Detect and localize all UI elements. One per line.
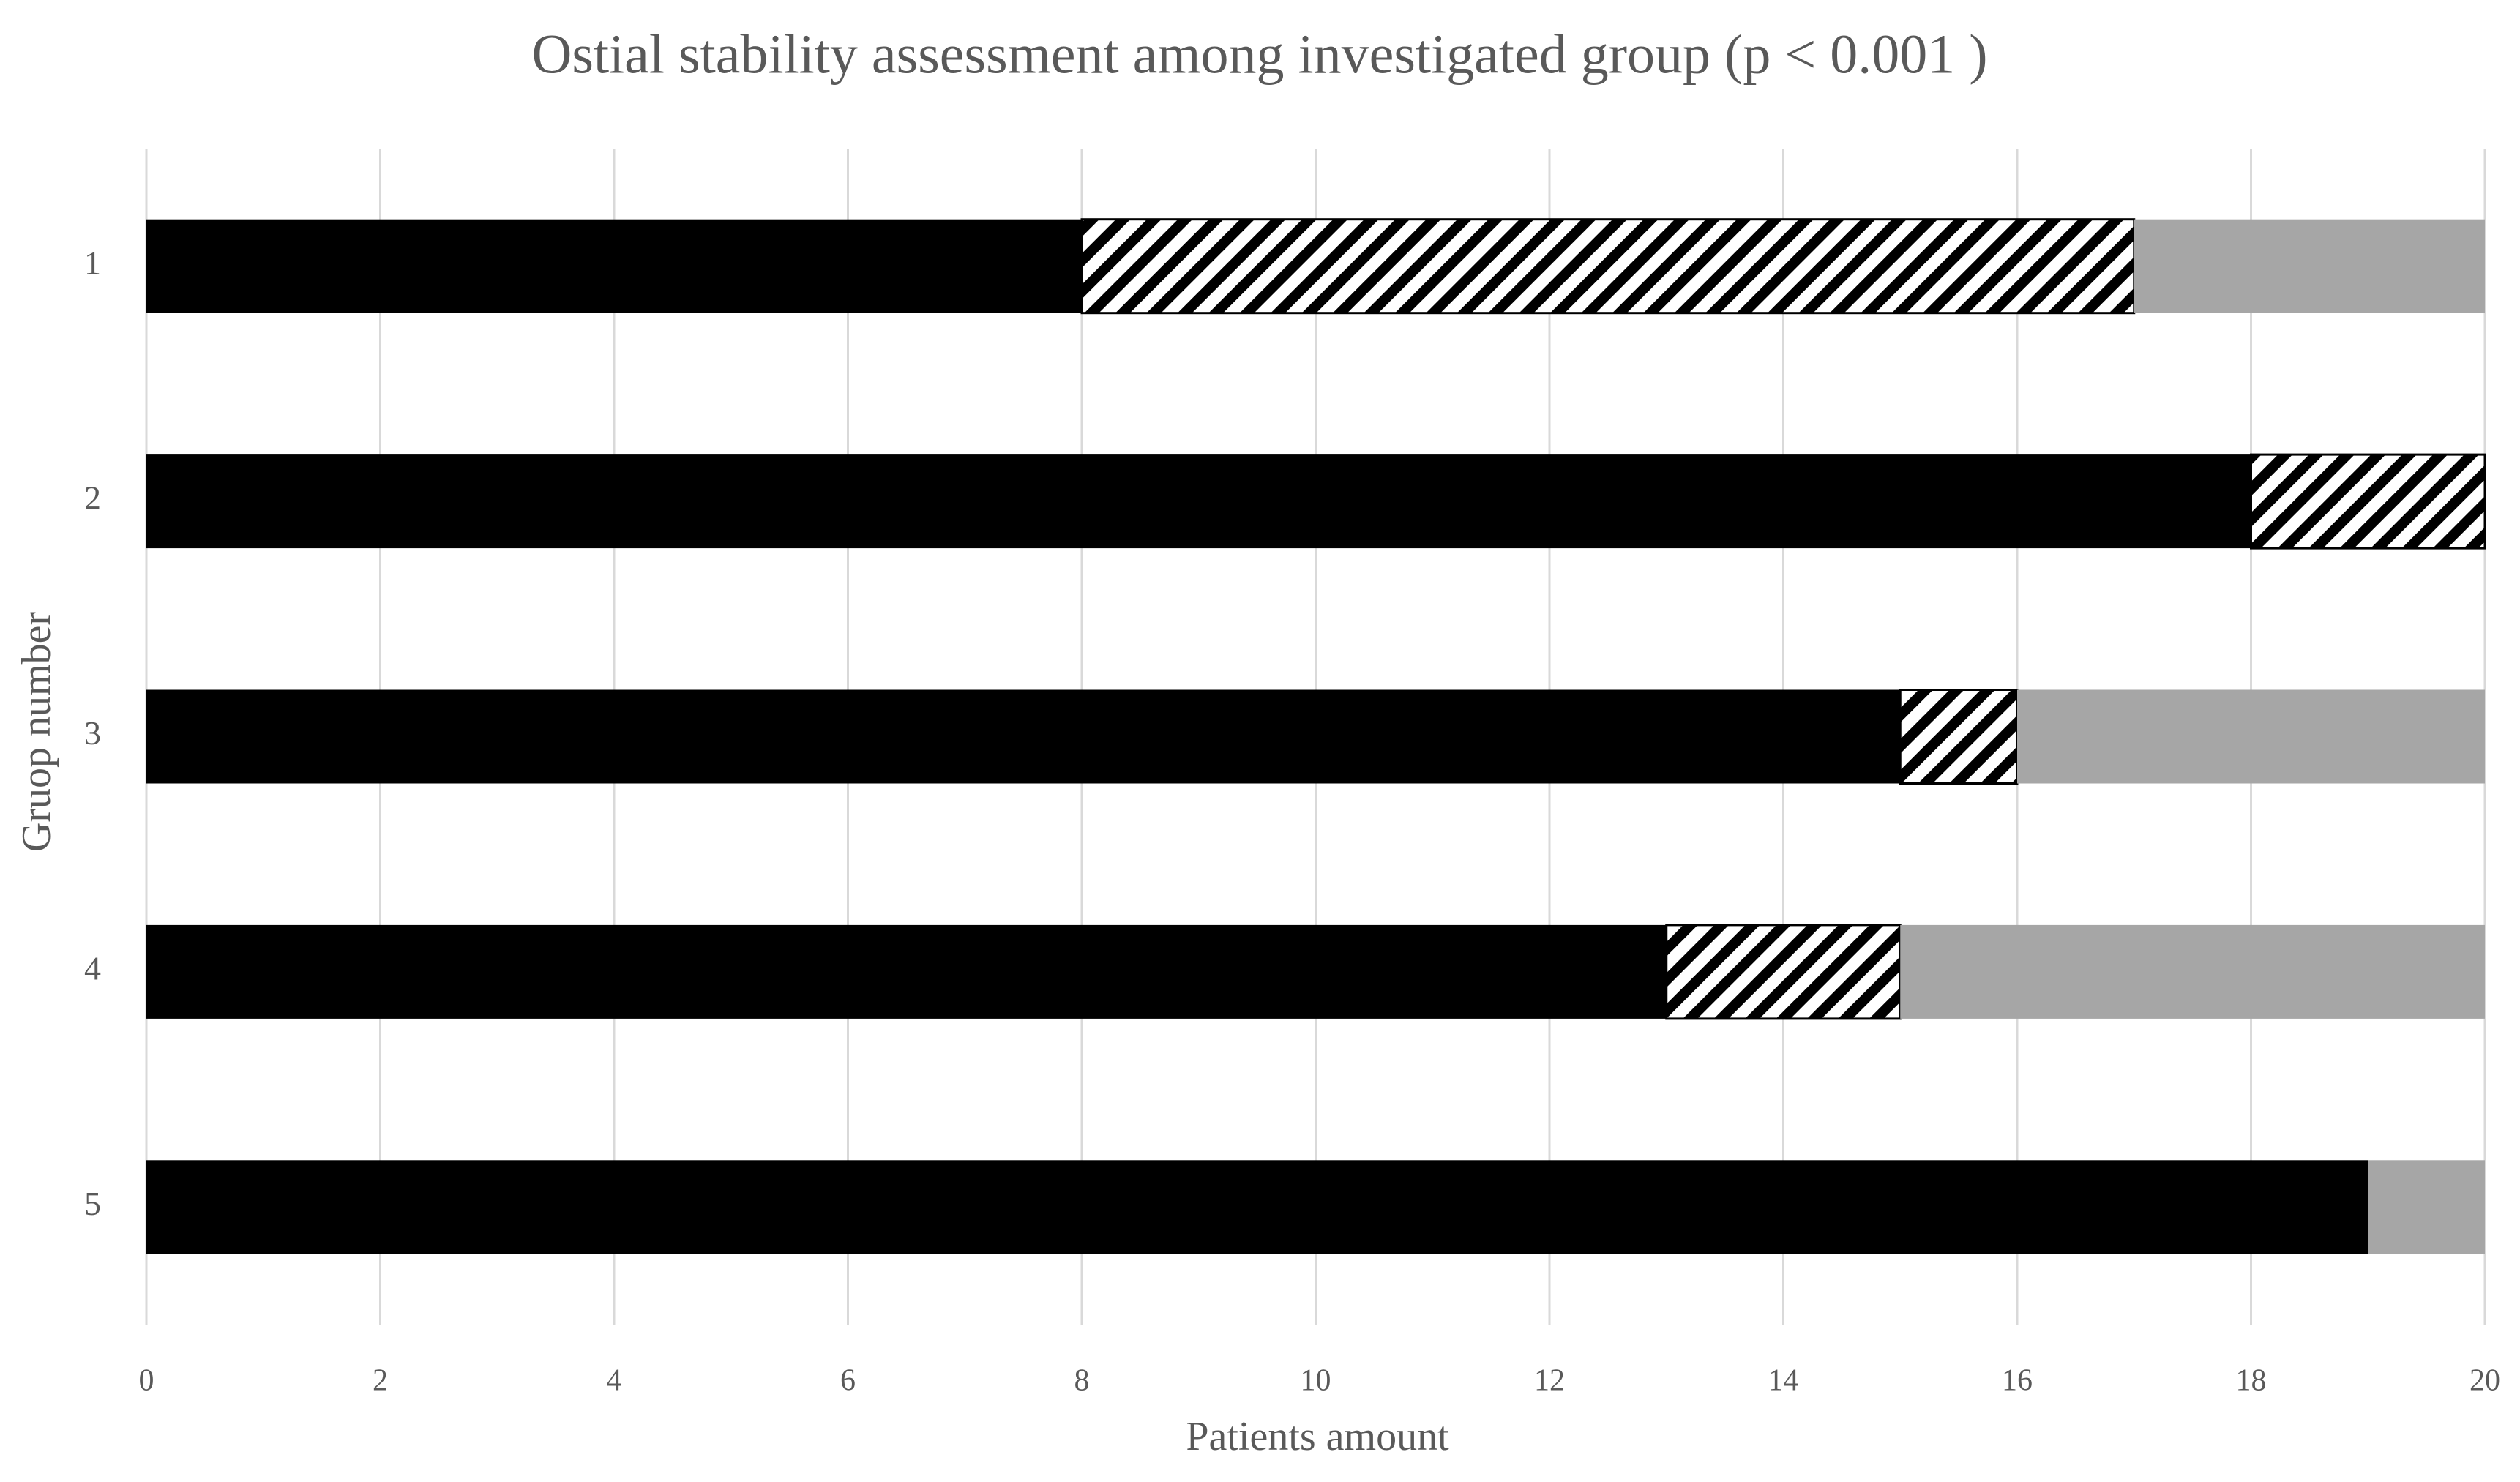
y-tick-label: 3 — [84, 714, 101, 752]
bar-segment — [146, 219, 1082, 313]
bar-segment — [2017, 689, 2485, 784]
bar-segment — [146, 689, 1901, 784]
bar-segment — [1080, 218, 2136, 315]
bar-segment — [146, 1160, 2368, 1254]
x-axis-label: Patients amount — [1186, 1414, 1449, 1459]
x-tick-label: 6 — [840, 1364, 856, 1398]
x-tick-label: 16 — [2002, 1364, 2033, 1398]
bar-segment — [146, 924, 1667, 1019]
bar-segment — [1665, 924, 1902, 1020]
y-tick-label: 5 — [84, 1185, 101, 1222]
bar-segment — [2134, 219, 2485, 313]
y-axis-label: Gruop number — [14, 612, 59, 853]
y-tick-label: 2 — [84, 479, 101, 517]
x-tick-label: 14 — [1768, 1364, 1799, 1398]
bar-segment — [146, 454, 2251, 549]
bar-segment — [2368, 1160, 2485, 1254]
y-tick-label: 1 — [84, 244, 101, 281]
x-tick-label: 10 — [1301, 1364, 1331, 1398]
x-tick-label: 12 — [1534, 1364, 1565, 1398]
bar-segment — [1899, 689, 2019, 785]
x-tick-label: 8 — [1074, 1364, 1090, 1398]
bar-segment — [1900, 924, 2485, 1019]
x-tick-label: 2 — [373, 1364, 388, 1398]
x-tick-label: 20 — [2469, 1364, 2500, 1398]
chart-title: Ostial stability assessment among invest… — [531, 23, 1987, 85]
bar-segment — [2250, 453, 2486, 550]
x-tick-label: 4 — [607, 1364, 622, 1398]
x-tick-label: 18 — [2236, 1364, 2267, 1398]
y-tick-label: 4 — [84, 949, 101, 987]
x-tick-label: 0 — [139, 1364, 154, 1398]
